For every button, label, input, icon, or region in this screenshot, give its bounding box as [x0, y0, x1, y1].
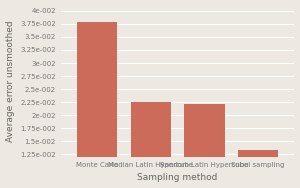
Bar [130, 102, 171, 188]
Bar [77, 22, 117, 188]
X-axis label: Sampling method: Sampling method [137, 174, 218, 182]
Bar [238, 150, 278, 188]
Y-axis label: Average error unsmoothed: Average error unsmoothed [6, 20, 15, 142]
Bar [184, 104, 225, 188]
